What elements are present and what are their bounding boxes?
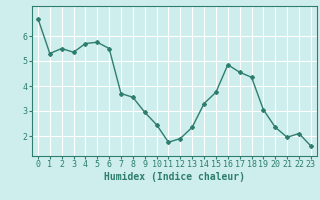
X-axis label: Humidex (Indice chaleur): Humidex (Indice chaleur)	[104, 172, 245, 182]
